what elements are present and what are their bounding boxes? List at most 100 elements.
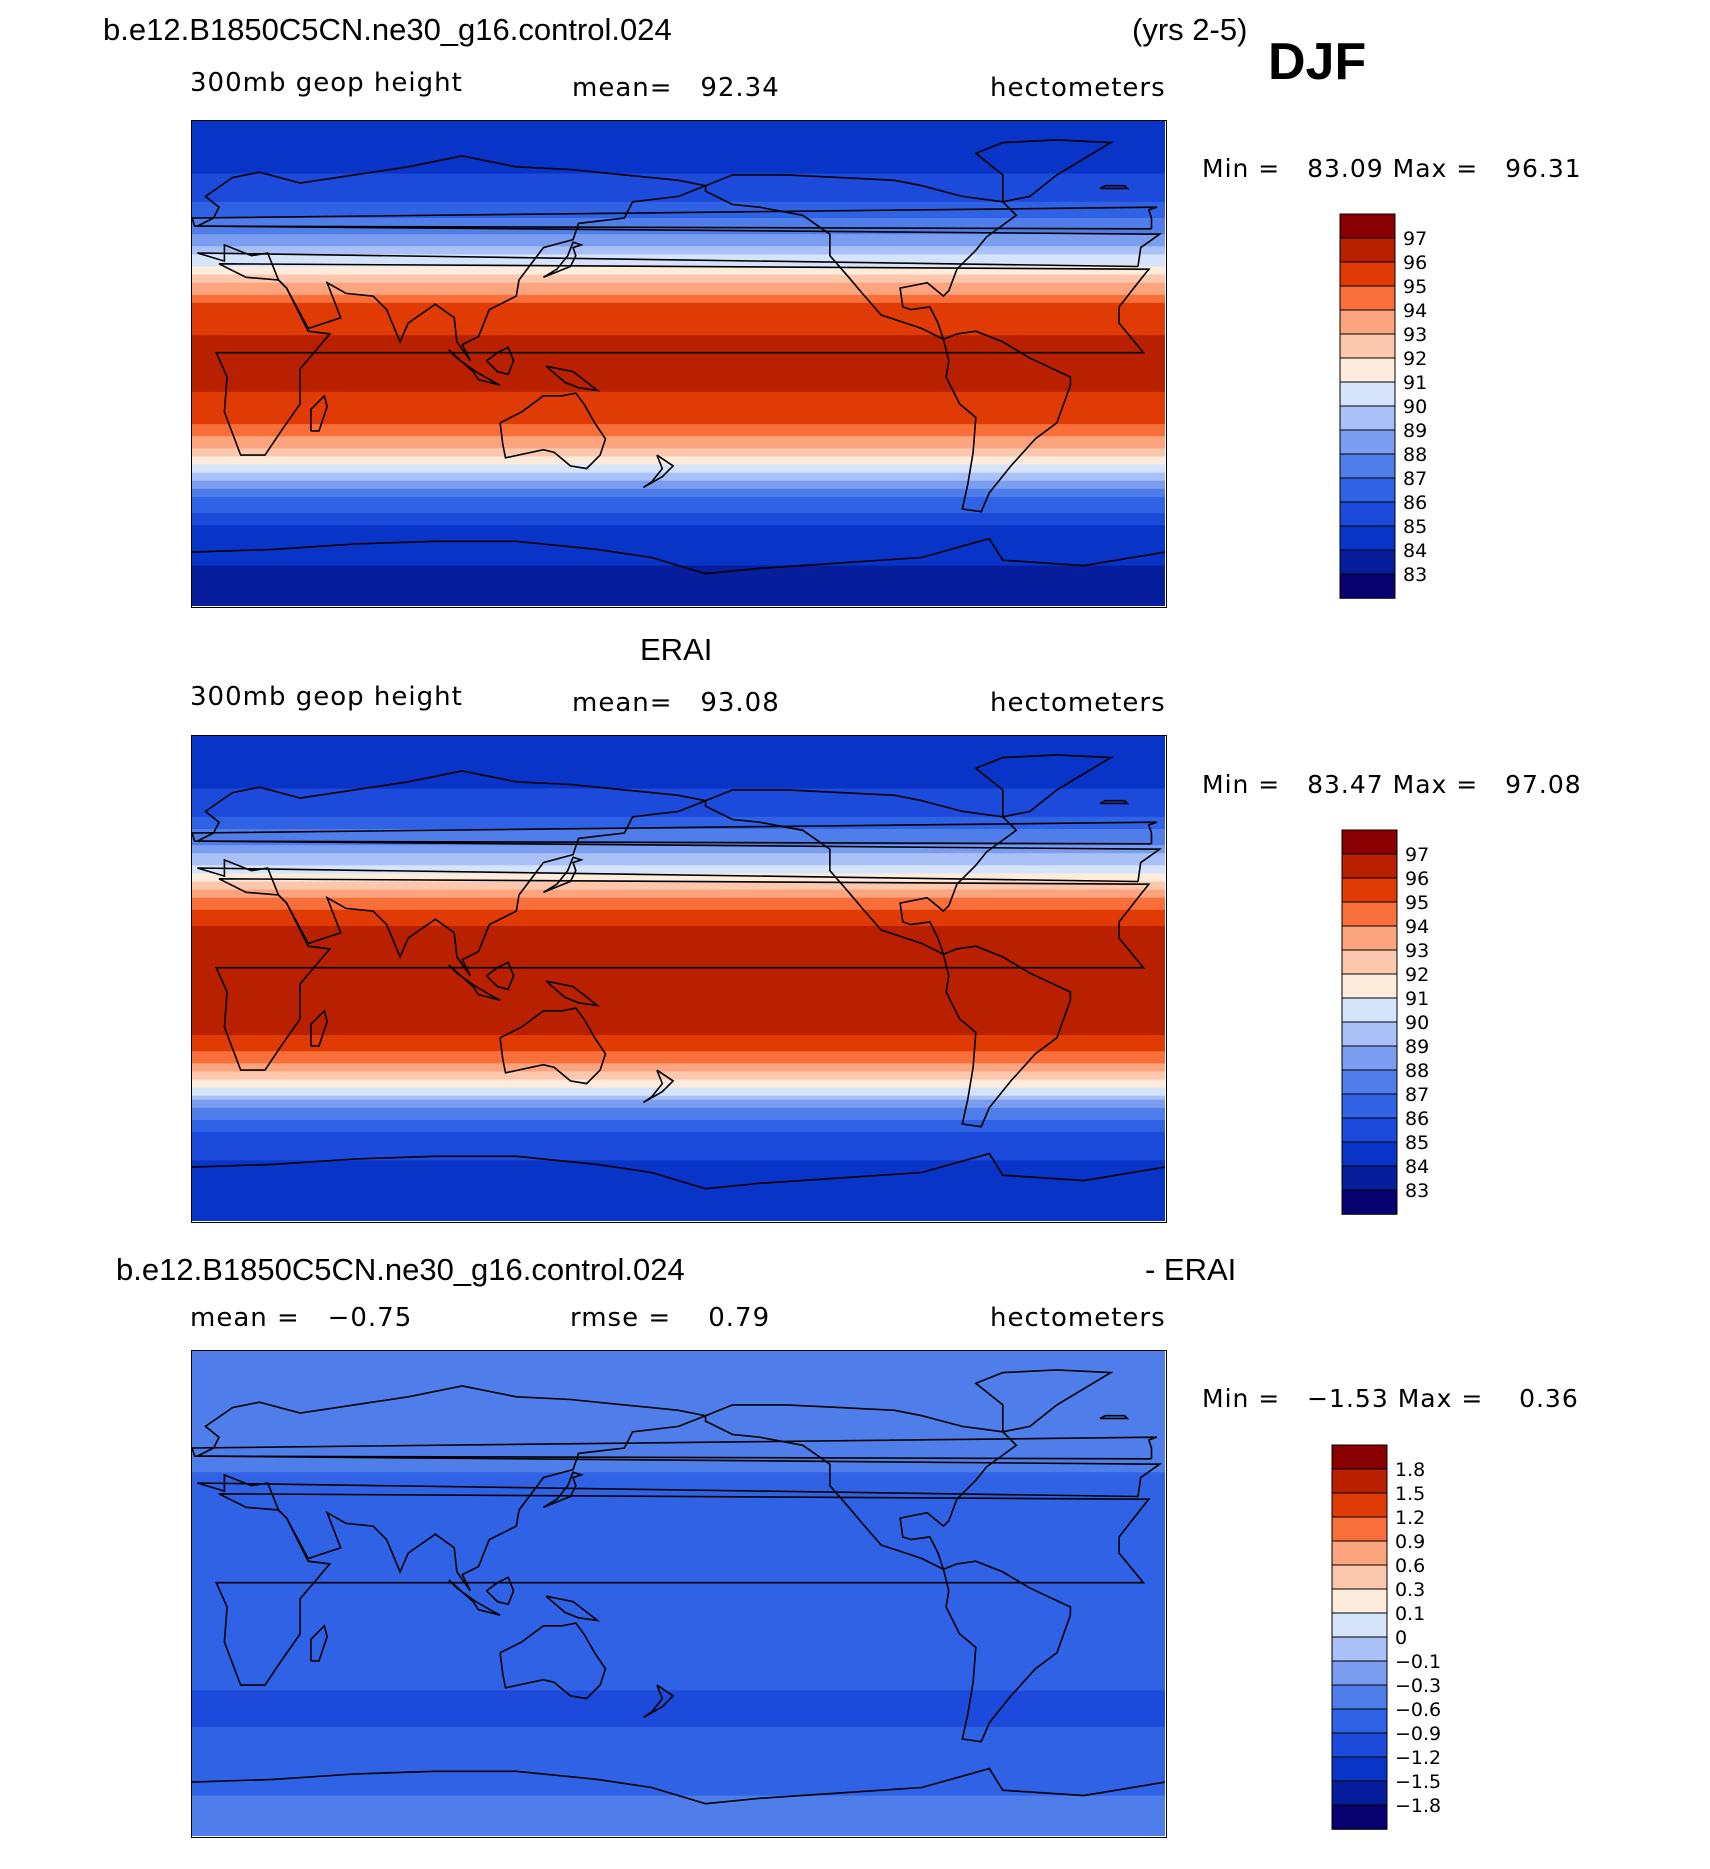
field-band [192,1524,1165,1530]
field-band [192,1557,1165,1562]
field-band [192,1763,1165,1768]
field-band [192,561,1165,567]
colorbar-cell [1331,1636,1388,1662]
field-band [192,371,1165,377]
colorbar-tick-label: 86 [1405,1108,1429,1130]
field-band [192,1771,1165,1776]
colorbar-cell [1331,1564,1388,1590]
field-band [192,302,1165,308]
field-bands [192,121,1165,606]
field-band [192,213,1165,219]
field-band [192,962,1165,967]
field-band [192,978,1165,984]
field-band [192,129,1165,134]
field-band [192,1208,1165,1214]
field-band [192,1022,1165,1028]
panel1-map [191,120,1167,608]
colorbar-cell [1331,1708,1388,1734]
field-band [192,1448,1165,1453]
field-band [192,585,1165,591]
field-band [192,379,1165,385]
colorbar-tick-label: 0.1 [1395,1603,1425,1625]
field-band [192,796,1165,802]
field-band [192,893,1165,899]
field-band [192,1168,1165,1174]
coastline [499,1007,607,1085]
field-band [192,1176,1165,1182]
coastline [486,961,515,991]
colorbar-cell [1339,357,1396,383]
field-band [192,1464,1165,1469]
field-band [192,1743,1165,1748]
field-band [192,897,1165,903]
colorbar-tick-label: −0.6 [1395,1699,1441,1721]
colorbar-tick-label: 88 [1403,444,1427,466]
coastline [215,878,1151,1071]
coastline [974,754,1114,818]
field-band [192,1508,1165,1514]
panel3-title: b.e12.B1850C5CN.ne30_g16.control.024 [116,1252,685,1287]
field-band [192,234,1165,239]
panel1-mean: mean= 92.34 [572,73,780,103]
coastline [192,206,1158,230]
field-band [192,141,1165,146]
field-band [192,1059,1165,1064]
field-band [192,784,1165,790]
coastline [1099,184,1130,190]
field-band [192,1690,1165,1696]
field-band [192,1791,1165,1797]
field-band [192,363,1165,369]
coastline [310,1009,328,1047]
field-band [192,387,1165,393]
colorbar-cell [1341,1165,1398,1191]
field-band [192,925,1165,931]
field-band [192,525,1165,530]
colorbar-cell [1339,477,1396,503]
colorbar-cell [1339,213,1396,239]
field-band [192,1585,1165,1591]
field-band [192,375,1165,381]
colorbar-cell [1331,1516,1388,1542]
field-band [192,748,1165,753]
field-band [192,913,1165,919]
colorbar-tick-label: 93 [1405,940,1429,962]
field-bands [192,1351,1165,1836]
field-band [192,1099,1165,1105]
coastline [942,330,1072,513]
colorbar-tick-label: 0.3 [1395,1579,1425,1601]
coastline [642,1069,675,1104]
field-band [192,1730,1165,1736]
field-band [192,1067,1165,1073]
field-band [192,270,1165,276]
field-band [192,877,1165,883]
colorbar-cell [1339,429,1396,455]
season-label: DJF [1268,33,1367,91]
field-band [192,1710,1165,1716]
coastline [1099,799,1130,805]
coastline [545,365,601,392]
colorbar-tick-label: 95 [1403,276,1427,298]
field-band [192,885,1165,891]
field-band [192,1569,1165,1574]
field-band [192,149,1165,154]
field-band [192,917,1165,923]
field-band [192,298,1165,304]
field-band [192,266,1165,272]
field-band [192,1605,1165,1611]
coastline [499,392,607,470]
coastline [542,856,584,894]
field-band [192,573,1165,579]
coastline [192,821,1158,845]
field-band [192,1484,1165,1490]
field-band [192,500,1165,506]
field-band [192,173,1165,179]
field-band [192,1051,1165,1056]
field-band [192,121,1165,126]
field-band [192,1779,1165,1785]
field-band [192,1637,1165,1643]
field-band [192,197,1165,203]
field-band [192,420,1165,425]
colorbar-cell [1331,1684,1388,1710]
field-band [192,258,1165,264]
field-band [192,1496,1165,1502]
